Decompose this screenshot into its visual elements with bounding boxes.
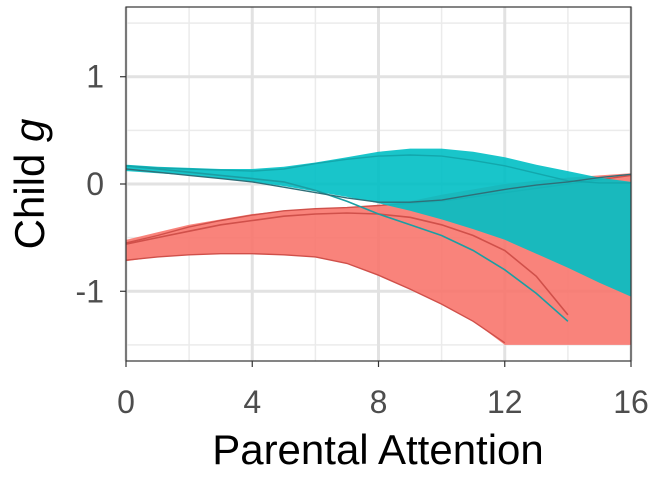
y-tick-label: 1: [86, 59, 104, 95]
series-layer: [125, 148, 632, 345]
y-axis: -1 0 1: [76, 59, 126, 309]
y-tick-label: -1: [76, 273, 104, 309]
x-tick-label: 12: [487, 384, 523, 420]
series-median-line-0: [125, 212, 569, 316]
y-tick-label: 0: [86, 166, 104, 202]
series-trend-line-1: [125, 168, 632, 203]
series-high-line-1: [125, 154, 631, 184]
x-axis: 0 4 8 12 16: [117, 361, 649, 420]
x-tick-label: 8: [370, 384, 388, 420]
series-low-line-0: [125, 253, 506, 344]
series-group-1: [125, 148, 632, 322]
x-tick-label: 0: [117, 384, 135, 420]
x-tick-label: 4: [243, 384, 261, 420]
y-axis-title-text: Child: [6, 142, 53, 249]
y-axis-title: Child g: [6, 119, 53, 250]
x-axis-title: Parental Attention: [212, 426, 544, 473]
y-axis-title-italic: g: [6, 119, 53, 142]
x-tick-label: 16: [613, 384, 649, 420]
series-median-line-1: [125, 165, 569, 322]
series-band-1: [126, 148, 631, 297]
